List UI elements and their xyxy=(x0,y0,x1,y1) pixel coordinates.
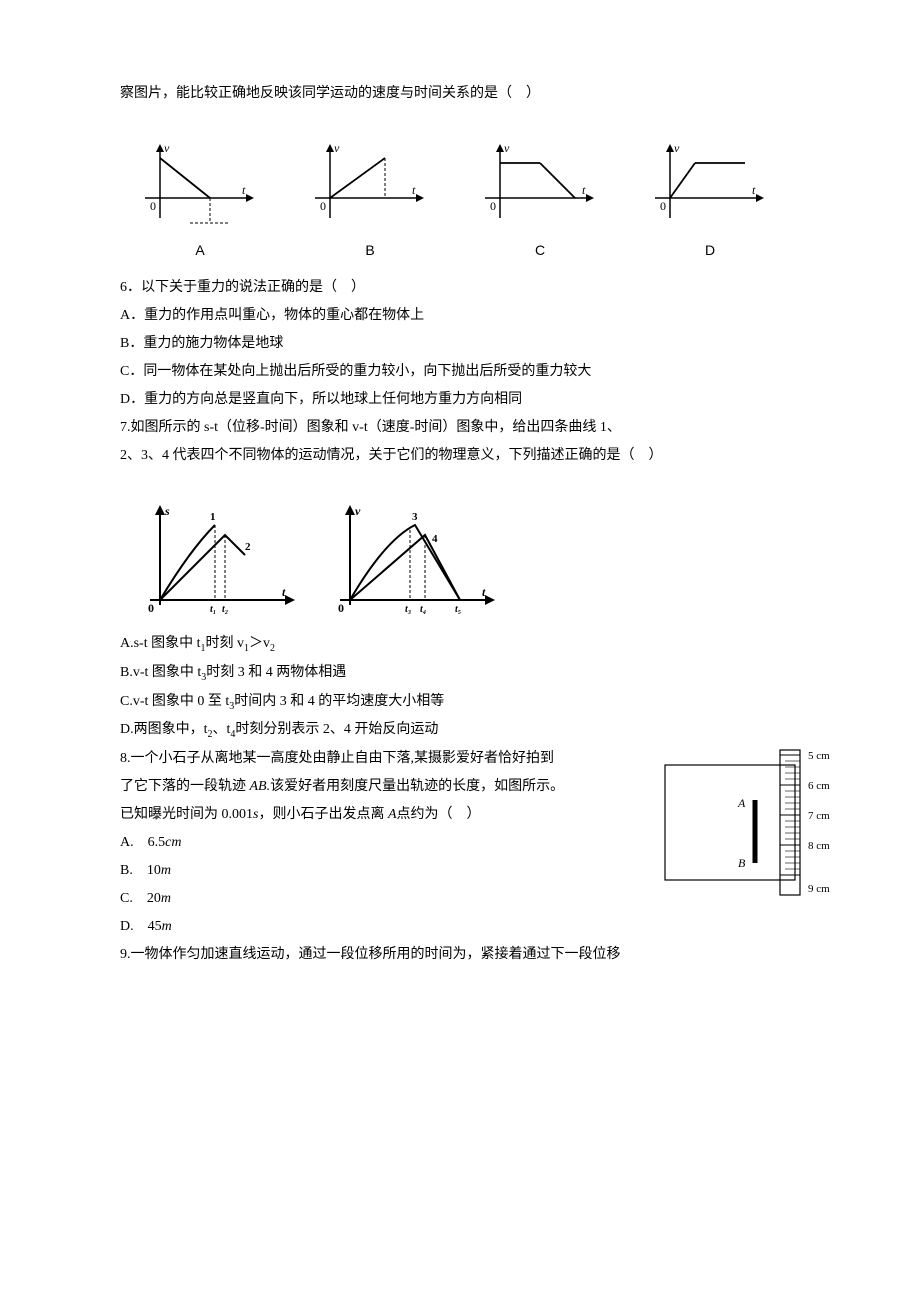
q8-b: B. 10m xyxy=(120,857,600,885)
svg-text:t: t xyxy=(752,183,756,197)
svg-text:t₃: t₃ xyxy=(405,604,411,615)
svg-text:0: 0 xyxy=(320,199,326,213)
q8-block: 8.一个小石子从离地某一高度处由静止自由下落,某摄影爱好者恰好拍到 了它下落的一… xyxy=(120,745,800,941)
q6-b: B．重力的施力物体是地球 xyxy=(120,330,800,358)
svg-text:t: t xyxy=(582,183,586,197)
q7-stem2: 2、3、4 代表四个不同物体的运动情况，关于它们的物理意义，下列描述正确的是（ … xyxy=(120,442,800,470)
q5-tail-text: 察图片，能比较正确地反映该同学运动的速度与时间关系的是（ ） xyxy=(120,80,800,108)
svg-text:t₂: t₂ xyxy=(222,604,228,615)
svg-text:7 cm: 7 cm xyxy=(808,810,830,822)
chart-d-svg: v t 0 xyxy=(650,138,770,228)
svg-text:s: s xyxy=(164,504,170,518)
svg-text:2: 2 xyxy=(245,541,251,553)
st-graph: s t 0 1 2 t₁ t₂ xyxy=(140,500,300,620)
q8-c: C. 20m xyxy=(120,885,600,913)
svg-text:v: v xyxy=(164,141,170,155)
q8-ruler-svg: 5 cm 6 cm 7 cm 8 cm 9 cm A B xyxy=(660,745,860,905)
svg-text:0: 0 xyxy=(490,199,496,213)
q7-d: D.两图象中，t2、t4时刻分别表示 2、4 开始反向运动 xyxy=(120,716,800,745)
svg-text:0: 0 xyxy=(148,601,154,615)
svg-text:v: v xyxy=(355,504,361,518)
chart-a: v t 0 A xyxy=(140,138,260,264)
svg-text:v: v xyxy=(674,141,680,155)
chart-d: v t 0 D xyxy=(650,138,770,264)
q9-stem: 9.一物体作匀加速直线运动，通过一段位移所用的时间为，紧接着通过下一段位移 xyxy=(120,941,800,969)
ruler-ticks: 5 cm 6 cm 7 cm 8 cm 9 cm xyxy=(780,750,830,895)
q6-c: C．同一物体在某处向上抛出后所受的重力较小，向下抛出后所受的重力较大 xyxy=(120,358,800,386)
q8-l1: 8.一个小石子从离地某一高度处由静止自由下落,某摄影爱好者恰好拍到 xyxy=(120,745,600,773)
q8-l3: 已知曝光时间为 0.001s，则小石子出发点离 A点约为（ ） xyxy=(120,801,600,829)
q5-charts-row: v t 0 A v t 0 B v t xyxy=(140,138,800,264)
q8-a: A. 6.5cm xyxy=(120,829,600,857)
q7-stem1: 7.如图所示的 s‐t（位移‐时间）图象和 v‐t（速度‐时间）图象中，给出四条… xyxy=(120,414,800,442)
chart-b-label: B xyxy=(365,236,374,264)
chart-c-svg: v t 0 xyxy=(480,138,600,228)
vt-graph: v t 0 3 4 t₃ t₄ t₅ xyxy=(330,500,500,620)
svg-text:v: v xyxy=(504,141,510,155)
svg-text:t₁: t₁ xyxy=(210,604,216,615)
chart-d-label: D xyxy=(705,236,715,264)
chart-b: v t 0 B xyxy=(310,138,430,264)
svg-text:t: t xyxy=(412,183,416,197)
svg-text:t₄: t₄ xyxy=(420,604,426,615)
svg-text:0: 0 xyxy=(338,601,344,615)
svg-text:8 cm: 8 cm xyxy=(808,840,830,852)
chart-b-svg: v t 0 xyxy=(310,138,430,228)
svg-text:0: 0 xyxy=(660,199,666,213)
q6-d: D．重力的方向总是竖直向下，所以地球上任何地方重力方向相同 xyxy=(120,386,800,414)
q6-stem: 6．以下关于重力的说法正确的是（ ） xyxy=(120,274,800,302)
svg-text:v: v xyxy=(334,141,340,155)
svg-text:t₅: t₅ xyxy=(455,604,461,615)
svg-text:4: 4 xyxy=(432,533,438,545)
svg-text:1: 1 xyxy=(210,511,216,523)
chart-c: v t 0 C xyxy=(480,138,600,264)
svg-text:0: 0 xyxy=(150,199,156,213)
q8-d: D. 45m xyxy=(120,913,600,941)
svg-text:5 cm: 5 cm xyxy=(808,750,830,762)
svg-text:A: A xyxy=(737,796,746,810)
q7-a: A.s‐t 图象中 t1时刻 v1＞v2 xyxy=(120,630,800,659)
q8-l2: 了它下落的一段轨迹 AB.该爱好者用刻度尺量出轨迹的长度，如图所示。 xyxy=(120,773,600,801)
chart-a-label: A xyxy=(195,236,204,264)
q6-a: A．重力的作用点叫重心，物体的重心都在物体上 xyxy=(120,302,800,330)
svg-text:6 cm: 6 cm xyxy=(808,780,830,792)
chart-a-svg: v t 0 xyxy=(140,138,260,228)
svg-text:3: 3 xyxy=(412,511,418,523)
svg-text:9 cm: 9 cm xyxy=(808,883,830,895)
svg-text:B: B xyxy=(738,856,746,870)
q7-c: C.v‐t 图象中 0 至 t3时间内 3 和 4 的平均速度大小相等 xyxy=(120,688,800,717)
q7-graphs: s t 0 1 2 t₁ t₂ v t 0 3 4 t₃ t₄ t₅ xyxy=(140,500,800,620)
chart-c-label: C xyxy=(535,236,545,264)
svg-text:t: t xyxy=(242,183,246,197)
q7-b: B.v‐t 图象中 t3时刻 3 和 4 两物体相遇 xyxy=(120,659,800,688)
